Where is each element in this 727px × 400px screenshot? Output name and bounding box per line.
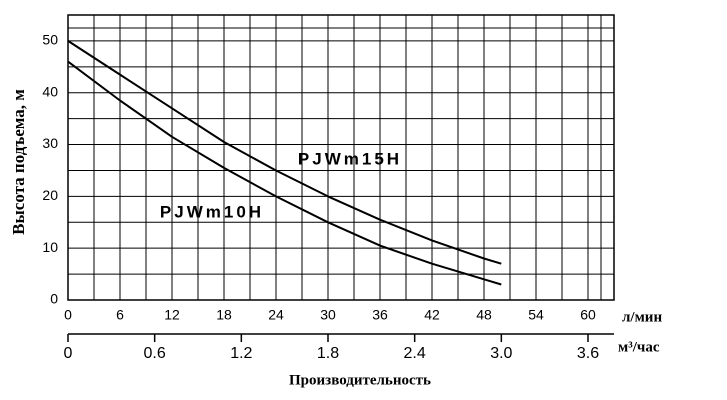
curve xyxy=(67,60,502,286)
x2-tick-label: 1.2 xyxy=(230,345,252,362)
x2-tick-label: 2.4 xyxy=(404,345,426,362)
y-tick-label: 30 xyxy=(42,135,58,151)
y-tick-label: 10 xyxy=(42,239,58,255)
x-tick-label: 48 xyxy=(476,307,492,323)
x2-tick-label: 1.8 xyxy=(317,345,339,362)
x2-tick-label: 0.6 xyxy=(144,345,166,362)
x-axis-title: Производительность xyxy=(289,372,431,388)
x-tick-label: 36 xyxy=(372,307,388,323)
x2-tick-label: 3.6 xyxy=(577,345,599,362)
curve xyxy=(67,40,502,265)
x-tick-label: 60 xyxy=(580,307,596,323)
series-label: PJWm15H xyxy=(298,149,402,168)
y-tick-label: 40 xyxy=(42,83,58,99)
x-tick-label: 30 xyxy=(320,307,336,323)
y-tick-label: 50 xyxy=(42,32,58,48)
x-unit: л/мин xyxy=(622,309,662,325)
x-tick-label: 54 xyxy=(528,307,544,323)
x-tick-label: 18 xyxy=(216,307,232,323)
x2-tick-label: 3.0 xyxy=(490,345,512,362)
series-label: PJWm10H xyxy=(160,202,264,221)
x-tick-label: 42 xyxy=(424,307,440,323)
x-tick-label: 0 xyxy=(64,307,72,323)
x-tick-label: 6 xyxy=(116,307,124,323)
y-tick-label: 20 xyxy=(42,187,58,203)
x-tick-label: 24 xyxy=(268,307,284,323)
y-axis-title: Высота подъема, м xyxy=(9,89,28,235)
x-tick-label: 12 xyxy=(164,307,180,323)
x2-unit: м³/час xyxy=(618,339,660,355)
y-tick-label: 0 xyxy=(50,291,58,307)
x2-tick-label: 0 xyxy=(64,345,73,362)
